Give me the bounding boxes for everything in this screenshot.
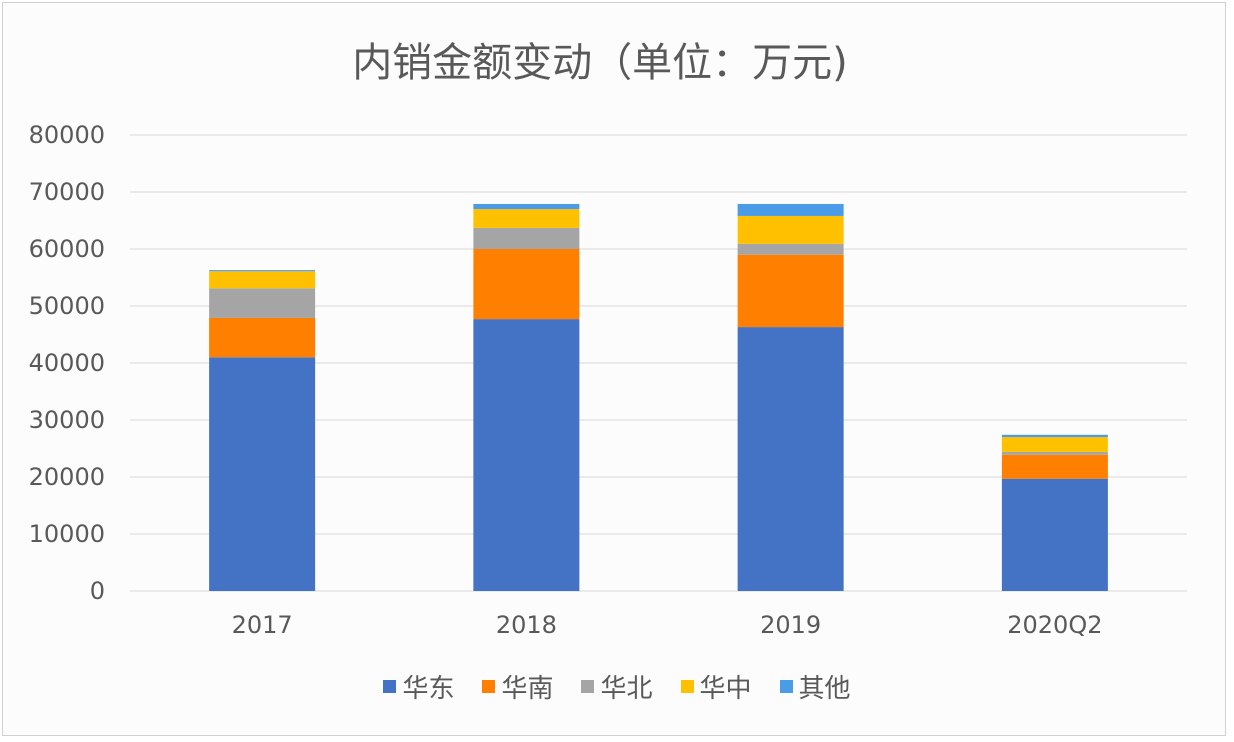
y-tick-label: 50000 (29, 292, 105, 320)
legend-label: 华东 (402, 674, 455, 704)
bar-segment-华中-2018 (473, 209, 580, 228)
y-tick-label: 80000 (29, 121, 105, 149)
legend-item: 华北 (581, 668, 653, 705)
bar-segment-华东-2020Q2 (1001, 478, 1108, 591)
legend-swatch (383, 680, 397, 693)
y-tick-label: 0 (90, 577, 105, 605)
legend-item: 其他 (779, 668, 851, 705)
legend-swatch (779, 680, 793, 693)
legend-item: 华南 (482, 668, 553, 705)
bar-segment-华南-2019 (737, 254, 844, 328)
legend-label: 华南 (501, 674, 554, 704)
x-tick-label: 2018 (496, 611, 557, 639)
bar-segment-其他-2018 (473, 203, 580, 210)
y-tick-label: 20000 (29, 463, 105, 491)
legend-swatch (680, 680, 694, 693)
y-tick-label: 30000 (29, 406, 105, 434)
y-tick-label: 60000 (29, 235, 105, 263)
legend-label: 其他 (798, 674, 851, 704)
bar-segment-华北-2019 (737, 243, 844, 255)
chart-title: 内销金额变动（单位：万元) (352, 40, 848, 86)
bar-segment-华南-2020Q2 (1001, 454, 1108, 479)
x-tick-label: 2019 (760, 611, 821, 639)
legend-swatch (482, 680, 496, 693)
bar-segment-华东-2018 (473, 319, 580, 591)
x-tick-label: 2017 (232, 611, 293, 639)
bar-segment-华东-2017 (209, 357, 316, 591)
bar-segment-华中-2019 (737, 215, 844, 244)
bar-segment-华北-2017 (209, 288, 316, 318)
legend-item: 华东 (383, 668, 454, 705)
bar-segment-其他-2020Q2 (1001, 434, 1108, 438)
bar-segment-其他-2019 (737, 203, 844, 216)
y-tick-label: 70000 (29, 178, 105, 206)
legend-label: 华北 (600, 674, 653, 704)
legend-item: 华中 (680, 668, 752, 705)
bar-segment-华北-2020Q2 (1001, 451, 1108, 455)
bar-segment-华中-2020Q2 (1001, 437, 1108, 452)
y-tick-label: 10000 (29, 520, 105, 548)
bar-segment-华东-2019 (737, 327, 844, 591)
legend: 华东 华南 华北 华中 其他 (0, 668, 1234, 705)
bar-segment-华南-2017 (209, 317, 316, 358)
y-tick-label: 40000 (29, 349, 105, 377)
bar-segment-其他-2017 (209, 270, 316, 272)
legend-swatch (581, 680, 595, 693)
bar-segment-华中-2017 (209, 271, 316, 289)
legend-label: 华中 (699, 674, 752, 704)
x-tick-label: 2020Q2 (1007, 611, 1102, 639)
bar-segment-华南-2018 (473, 249, 580, 320)
bar-segment-华北-2018 (473, 227, 580, 249)
